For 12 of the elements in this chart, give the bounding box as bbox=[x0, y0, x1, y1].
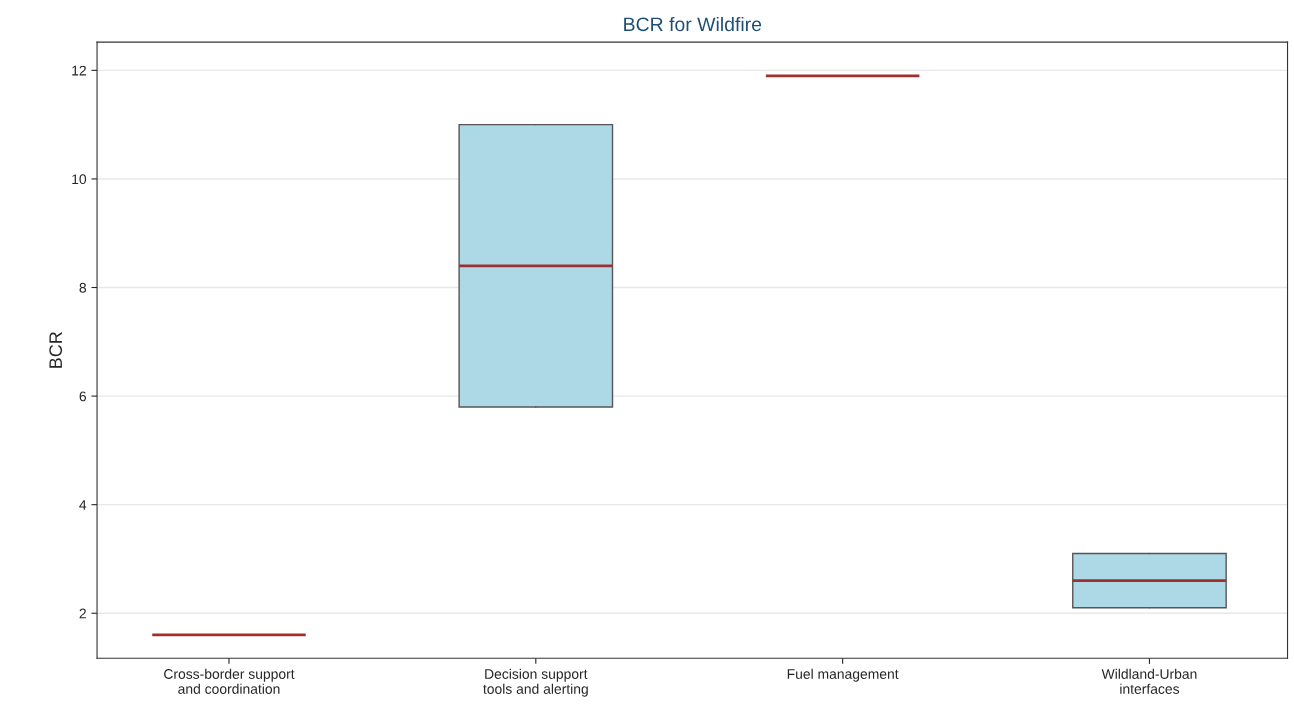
y-tick-label: 2 bbox=[79, 608, 86, 619]
y-tick-label: 12 bbox=[72, 65, 86, 76]
y-tick-label: 8 bbox=[79, 282, 87, 293]
x-tick-label: Wildland-Urban interfaces bbox=[1101, 668, 1197, 694]
y-tick-label: 4 bbox=[79, 500, 87, 510]
x-tick-label: Decision support tools and alerting bbox=[483, 668, 588, 697]
x-tick-label: Cross-border support and coordination bbox=[164, 668, 295, 694]
y-tick-label: 6 bbox=[79, 391, 87, 402]
chart-title: BCR for Wildfire bbox=[624, 16, 762, 32]
y-tick-label: 10 bbox=[72, 174, 87, 185]
x-tick-label: Fuel management bbox=[787, 668, 899, 682]
y-axis-title: BCR bbox=[49, 331, 63, 368]
